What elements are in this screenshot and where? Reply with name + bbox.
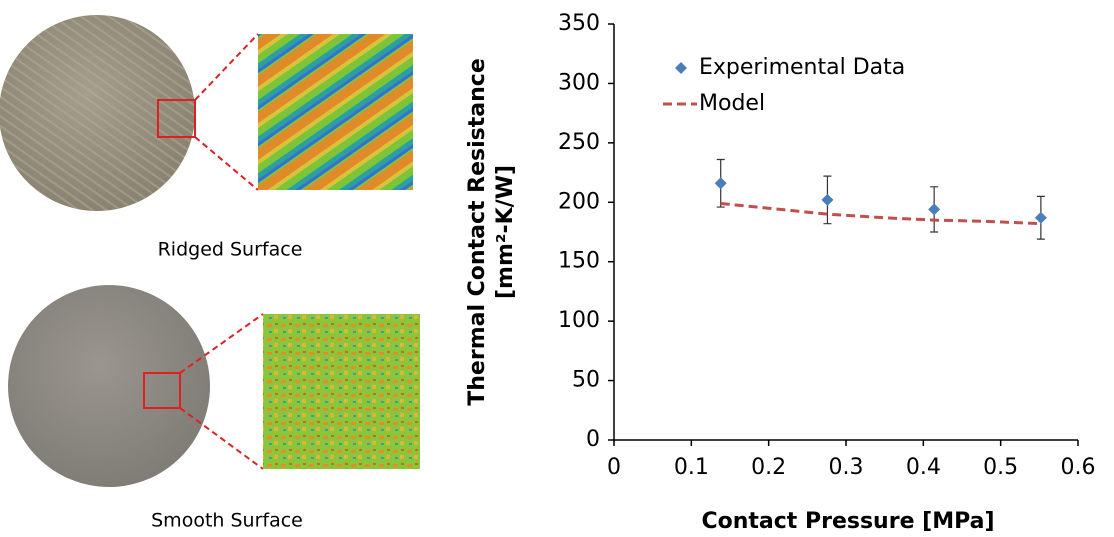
x-tick-label: 0.5 (983, 455, 1018, 480)
zoom-box (157, 99, 196, 138)
x-axis-title: Contact Pressure [MPa] (701, 509, 994, 534)
data-point (821, 193, 834, 206)
zoom-line (179, 407, 264, 470)
zoom-box (143, 372, 181, 409)
x-tick-label: 0.1 (674, 455, 709, 480)
zoom-line (194, 33, 259, 101)
legend-marker (675, 62, 687, 74)
y-axis-title: [mm²-K/W] (493, 165, 518, 299)
y-tick-label: 100 (558, 308, 600, 333)
ridged-texture (0, 15, 195, 211)
y-tick-label: 300 (558, 70, 600, 95)
x-tick-label: 0.6 (1061, 455, 1096, 480)
y-tick-label: 0 (586, 427, 600, 452)
smooth-inset (263, 314, 420, 469)
x-tick-label: 0.4 (906, 455, 941, 480)
legend-label: Model (699, 91, 765, 116)
ridged-inset (258, 34, 413, 190)
zoom-line (179, 313, 264, 374)
model-line (720, 201, 1041, 226)
data-point (928, 203, 941, 216)
x-tick-label: 0 (607, 455, 621, 480)
image-caption: Ridged Surface (158, 239, 303, 261)
smooth-disk (8, 285, 210, 487)
surface-images: Ridged Surface Smooth Surface (0, 15, 420, 532)
y-tick-label: 350 (558, 11, 600, 36)
zoom-line (194, 136, 259, 191)
y-axis-title: Thermal Contact Resistance (465, 58, 490, 406)
y-tick-label: 200 (558, 189, 600, 214)
y-tick-label: 50 (572, 368, 600, 393)
y-tick-label: 250 (558, 130, 600, 155)
x-tick-label: 0.2 (751, 455, 786, 480)
legend-label: Experimental Data (699, 55, 905, 80)
x-tick-label: 0.3 (829, 455, 864, 480)
image-caption: Smooth Surface (151, 510, 303, 532)
data-point (714, 177, 727, 190)
y-tick-label: 150 (558, 249, 600, 274)
data-point (1034, 211, 1047, 224)
